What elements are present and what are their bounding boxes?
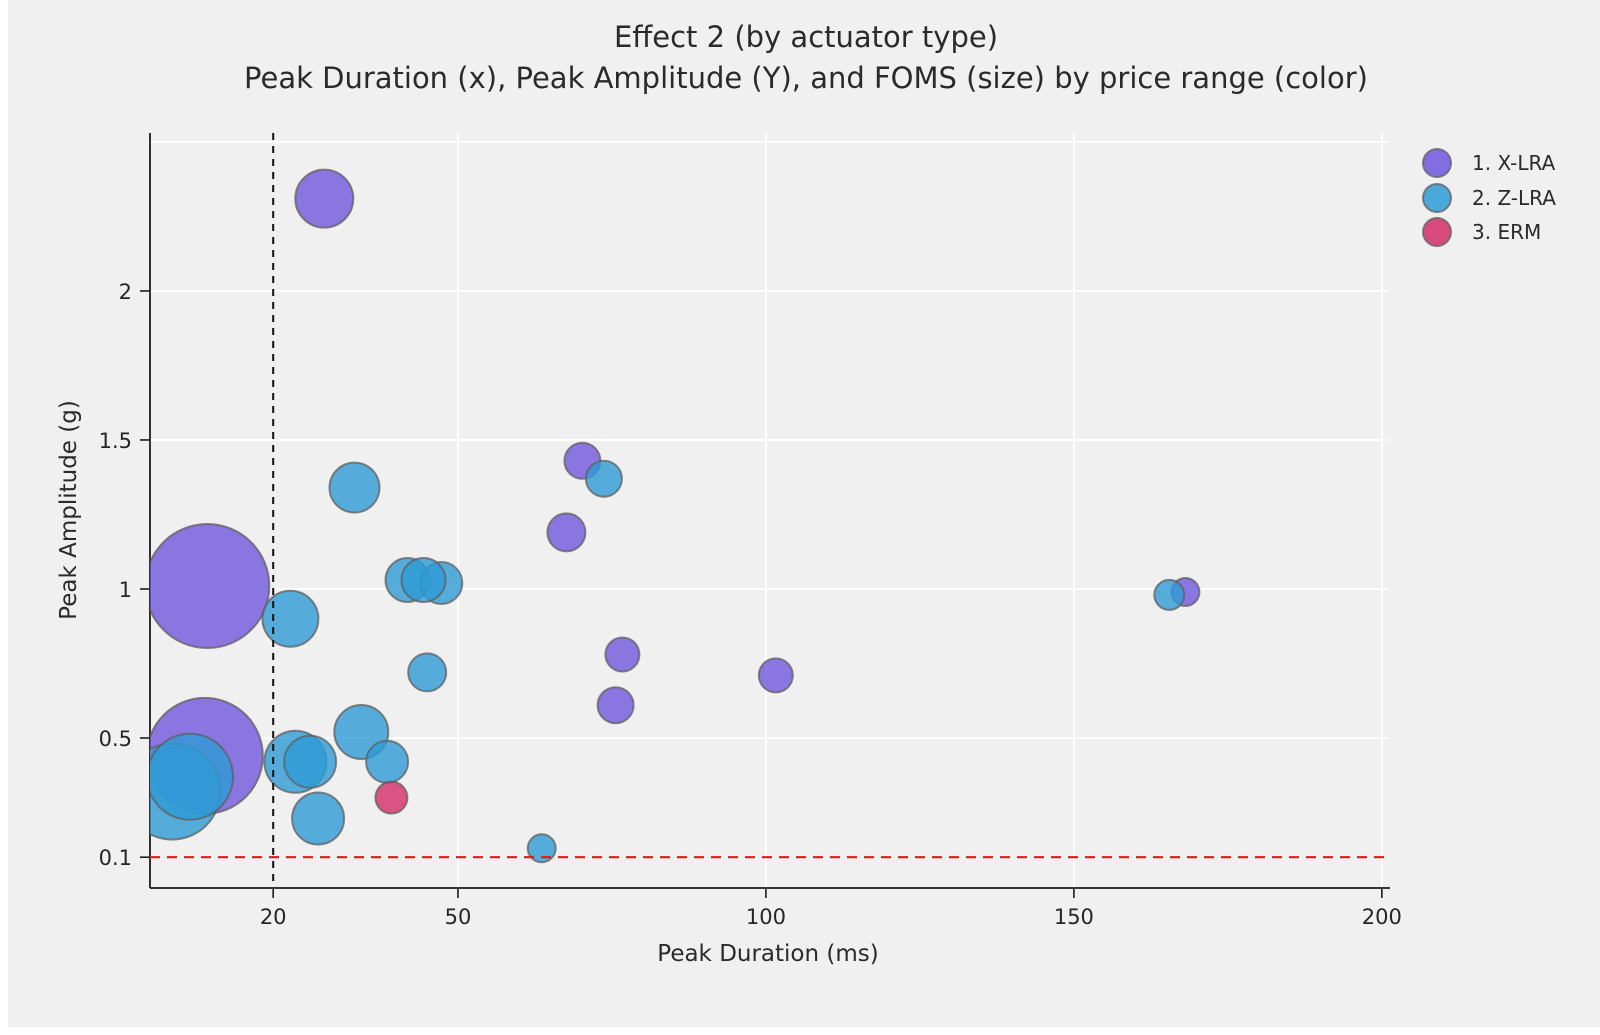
tick-marks [140,290,1383,898]
chart-title: Effect 2 (by actuator type) [614,20,998,54]
bubble [584,459,623,498]
bubble [328,461,381,514]
legend: 1. X-LRA 2. Z-LRA 3. ERM [1422,148,1556,247]
bubble [526,833,557,864]
y-tick-label-1.5: 1.5 [99,429,132,453]
x-tick-label-200: 200 [1362,905,1402,929]
x-axis-title: Peak Duration (ms) [657,941,878,967]
bubble [604,636,641,673]
legend-label-erm: 3. ERM [1472,220,1541,244]
x-tick-label-50: 50 [445,905,472,929]
legend-swatch-erm [1422,217,1452,247]
bubble [283,734,338,789]
bubble [365,739,410,784]
series--erm [374,780,409,815]
chart-subtitle: Peak Duration (x), Peak Amplitude (Y), a… [244,61,1368,95]
bubble [757,657,794,694]
y-tick-label-1: 1 [119,578,132,602]
y-tick-label-0.5: 0.5 [99,727,132,751]
legend-label-z-lra: 2. Z-LRA [1472,186,1556,210]
bubble [400,557,447,603]
bubble [596,686,635,725]
bubble [546,512,587,553]
bubble [1153,578,1186,611]
legend-item-z-lra[interactable]: 2. Z-LRA [1422,183,1556,213]
bubble-series [150,168,1201,864]
figure-background [8,0,1600,1027]
x-tick-label-100: 100 [746,905,786,929]
bubble [150,732,234,821]
bubble [261,589,320,648]
x-tick-labels: 20 50 100 150 200 [260,905,1402,929]
legend-label-x-lra: 1. X-LRA [1472,151,1556,175]
bubble [291,791,346,846]
legend-swatch-z-lra [1422,183,1452,213]
x-tick-label-150: 150 [1054,905,1094,929]
legend-item-x-lra[interactable]: 1. X-LRA [1422,148,1556,178]
y-axis-title: Peak Amplitude (g) [56,400,82,620]
x-tick-label-20: 20 [260,905,287,929]
y-tick-label-2: 2 [119,280,132,304]
legend-swatch-x-lra [1422,148,1452,178]
reference-lines [150,133,1388,887]
y-tick-labels: 0.1 0.5 1 1.5 2 [99,280,132,870]
bubble [150,523,271,649]
bubble [374,780,409,815]
y-tick-label-0.1: 0.1 [99,846,132,870]
bubble [294,168,355,229]
legend-item-erm[interactable]: 3. ERM [1422,217,1541,247]
series--z-lra [150,459,1186,864]
bubble [407,652,448,693]
